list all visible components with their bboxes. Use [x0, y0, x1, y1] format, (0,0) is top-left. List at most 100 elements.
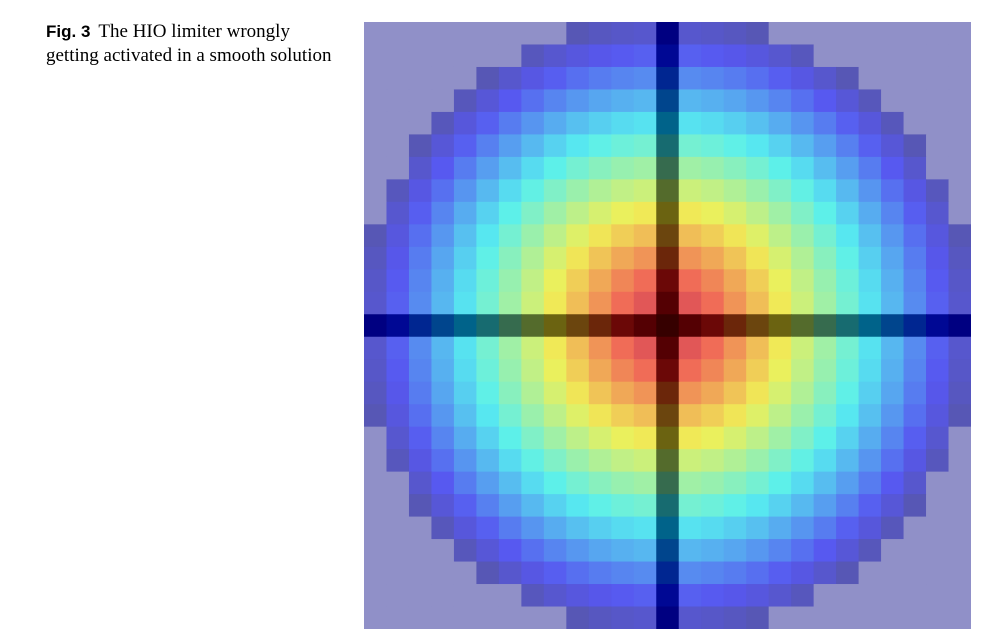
heatmap-cell: [566, 539, 590, 563]
heatmap-cell: [723, 539, 747, 563]
heatmap-cell: [521, 224, 545, 248]
heatmap-cell: [588, 246, 612, 270]
heatmap-cell: [566, 404, 590, 428]
heatmap-cell: [431, 89, 455, 113]
heatmap-cell: [701, 224, 725, 248]
heatmap-cell: [476, 314, 500, 338]
heatmap-cell: [903, 606, 927, 629]
heatmap-cell: [431, 22, 455, 46]
heatmap-cell: [723, 66, 747, 91]
heatmap-cell: [768, 539, 792, 563]
heatmap-cell: [386, 111, 410, 136]
heatmap-cell: [656, 381, 680, 405]
heatmap-cell: [588, 22, 612, 46]
heatmap-cell: [521, 201, 545, 225]
heatmap-cell: [723, 426, 747, 450]
heatmap-cell: [768, 224, 792, 248]
heatmap-cell: [701, 381, 725, 405]
heatmap-cell: [633, 336, 657, 360]
heatmap-cell: [543, 494, 567, 518]
heatmap-cell: [813, 246, 837, 270]
heatmap-cell: [656, 584, 680, 608]
heatmap-cell: [656, 336, 680, 360]
heatmap-cell: [678, 494, 702, 518]
heatmap-cell: [881, 584, 905, 608]
heatmap-cell: [408, 201, 433, 225]
heatmap-cell: [881, 89, 905, 113]
heatmap-cell: [881, 156, 905, 180]
heatmap-cell: [476, 89, 500, 113]
heatmap-cell: [408, 539, 433, 563]
heatmap-cell: [633, 224, 657, 248]
heatmap-cell: [431, 111, 455, 136]
heatmap-cell: [926, 381, 950, 405]
heatmap-cell: [364, 584, 388, 608]
heatmap-cell: [453, 314, 478, 338]
heatmap-cell: [386, 381, 410, 405]
heatmap-cell: [408, 516, 433, 540]
heatmap-cell: [768, 246, 792, 270]
heatmap-cell: [476, 359, 500, 383]
heatmap-cell: [453, 134, 478, 158]
heatmap-cell: [813, 291, 837, 315]
heatmap-cell: [858, 291, 882, 315]
heatmap-cell: [431, 449, 455, 473]
heatmap-cell: [926, 179, 950, 203]
heatmap-cell: [746, 291, 770, 315]
heatmap-cell: [678, 44, 702, 68]
heatmap-cell: [498, 449, 522, 473]
heatmap-cell: [701, 606, 725, 629]
heatmap-cell: [903, 224, 927, 248]
heatmap-cell: [746, 516, 770, 540]
heatmap-cell: [768, 44, 792, 68]
heatmap-cell: [678, 269, 702, 293]
heatmap-cell: [791, 381, 815, 405]
heatmap-cell: [701, 269, 725, 293]
heatmap-cell: [543, 156, 567, 180]
heatmap-cell: [678, 291, 702, 315]
heatmap-cell: [408, 89, 433, 113]
heatmap-cell: [498, 381, 522, 405]
heatmap-cell: [903, 426, 927, 450]
heatmap-cell: [431, 336, 455, 360]
heatmap-cell: [498, 404, 522, 428]
heatmap-cell: [656, 561, 680, 585]
heatmap-cell: [633, 381, 657, 405]
heatmap-cell: [656, 291, 680, 315]
heatmap-cell: [903, 201, 927, 225]
heatmap-cell: [746, 269, 770, 293]
heatmap-cell: [813, 22, 837, 46]
heatmap-cell: [656, 111, 680, 136]
heatmap-cell: [881, 359, 905, 383]
heatmap-cell: [836, 291, 860, 315]
heatmap-cell: [813, 471, 837, 495]
heatmap-cell: [881, 44, 905, 68]
heatmap-cell: [453, 179, 478, 203]
heatmap-cell: [701, 561, 725, 585]
heatmap-cell: [836, 494, 860, 518]
heatmap-cell: [521, 426, 545, 450]
heatmap-cell: [723, 22, 747, 46]
caption-text: The HIO limiter wrongly getting activate…: [46, 21, 332, 66]
heatmap-cell: [566, 111, 590, 136]
heatmap-cell: [813, 584, 837, 608]
heatmap-cell: [813, 404, 837, 428]
heatmap-cell: [521, 134, 545, 158]
heatmap-cell: [521, 111, 545, 136]
heatmap-cell: [386, 314, 410, 338]
heatmap-cell: [858, 201, 882, 225]
heatmap-cell: [858, 224, 882, 248]
heatmap-cell: [476, 449, 500, 473]
heatmap-cell: [903, 89, 927, 113]
heatmap-cell: [453, 561, 478, 585]
heatmap-cell: [858, 606, 882, 629]
heatmap-cell: [476, 66, 500, 91]
heatmap-cell: [948, 539, 971, 563]
heatmap-cell: [701, 179, 725, 203]
heatmap-cell: [723, 494, 747, 518]
heatmap-cell: [633, 516, 657, 540]
heatmap-cell: [903, 584, 927, 608]
heatmap-cell: [746, 449, 770, 473]
heatmap-cell: [521, 179, 545, 203]
heatmap-cell: [476, 539, 500, 563]
